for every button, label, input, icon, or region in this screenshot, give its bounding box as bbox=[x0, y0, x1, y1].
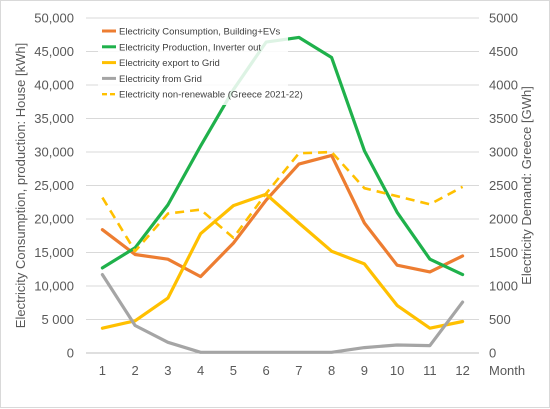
y-left-tick-label: 30,000 bbox=[34, 145, 74, 160]
y-left-axis-title: Electricity Consumption, production: Hou… bbox=[13, 43, 28, 328]
y-right-tick-label: 3000 bbox=[489, 145, 518, 160]
y-left-tick-label: 35,000 bbox=[34, 111, 74, 126]
y-right-tick-label: 500 bbox=[489, 312, 511, 327]
legend-label-2: Electricity Production, Inverter out bbox=[119, 42, 261, 53]
legend-label-1: Electricity Consumption, Building+EVs bbox=[119, 27, 281, 38]
y-left-tick-label: 15,000 bbox=[34, 245, 74, 260]
series-line-5 bbox=[101, 150, 464, 253]
series-line-4 bbox=[100, 273, 465, 354]
y-right-tick-label: 2500 bbox=[489, 178, 518, 193]
y-right-tick-label: 1500 bbox=[489, 245, 518, 260]
series-line-1 bbox=[100, 153, 465, 279]
y-left-tick-label: 40,000 bbox=[34, 78, 74, 93]
y-left-tick-label: 0 bbox=[67, 346, 74, 361]
y-right-tick-label: 3500 bbox=[489, 111, 518, 126]
y-left-tick-label: 50,000 bbox=[34, 11, 74, 26]
x-tick-label: 6 bbox=[263, 363, 270, 378]
x-tick-label: 5 bbox=[230, 363, 237, 378]
y-right-tick-label: 4000 bbox=[489, 78, 518, 93]
y-right-tick-label: 0 bbox=[489, 346, 496, 361]
x-tick-label: 3 bbox=[164, 363, 171, 378]
y-left-tick-label: 20,000 bbox=[34, 212, 74, 227]
x-tick-label: 1 bbox=[99, 363, 106, 378]
x-tick-label: 11 bbox=[423, 363, 437, 378]
series-line-3 bbox=[100, 192, 465, 330]
x-tick-label: 10 bbox=[390, 363, 404, 378]
y-right-tick-label: 1000 bbox=[489, 279, 518, 294]
x-tick-label: 4 bbox=[197, 363, 204, 378]
y-right-tick-label: 4500 bbox=[489, 44, 518, 59]
y-left-tick-label: 25,000 bbox=[34, 178, 74, 193]
x-tick-label: 9 bbox=[361, 363, 368, 378]
y-right-tick-label: 2000 bbox=[489, 212, 518, 227]
legend-label-5: Electricity non-renewable (Greece 2021-2… bbox=[119, 90, 303, 101]
legend-box bbox=[98, 21, 288, 105]
y-left-tick-label: 45,000 bbox=[34, 44, 74, 59]
legend-label-3: Electricity export to Grid bbox=[119, 58, 220, 69]
x-axis-title: Month bbox=[489, 363, 525, 378]
legend-label-4: Electricity from Grid bbox=[119, 74, 202, 85]
x-tick-label: 8 bbox=[328, 363, 335, 378]
x-tick-label: 12 bbox=[455, 363, 469, 378]
x-tick-label: 7 bbox=[295, 363, 302, 378]
y-right-tick-label: 5000 bbox=[489, 11, 518, 26]
y-right-axis-title: Electricity Demand: Greece [GWh] bbox=[519, 86, 534, 285]
x-tick-label: 2 bbox=[132, 363, 139, 378]
y-left-tick-label: 10,000 bbox=[34, 279, 74, 294]
y-left-tick-label: 5 000 bbox=[41, 312, 74, 327]
